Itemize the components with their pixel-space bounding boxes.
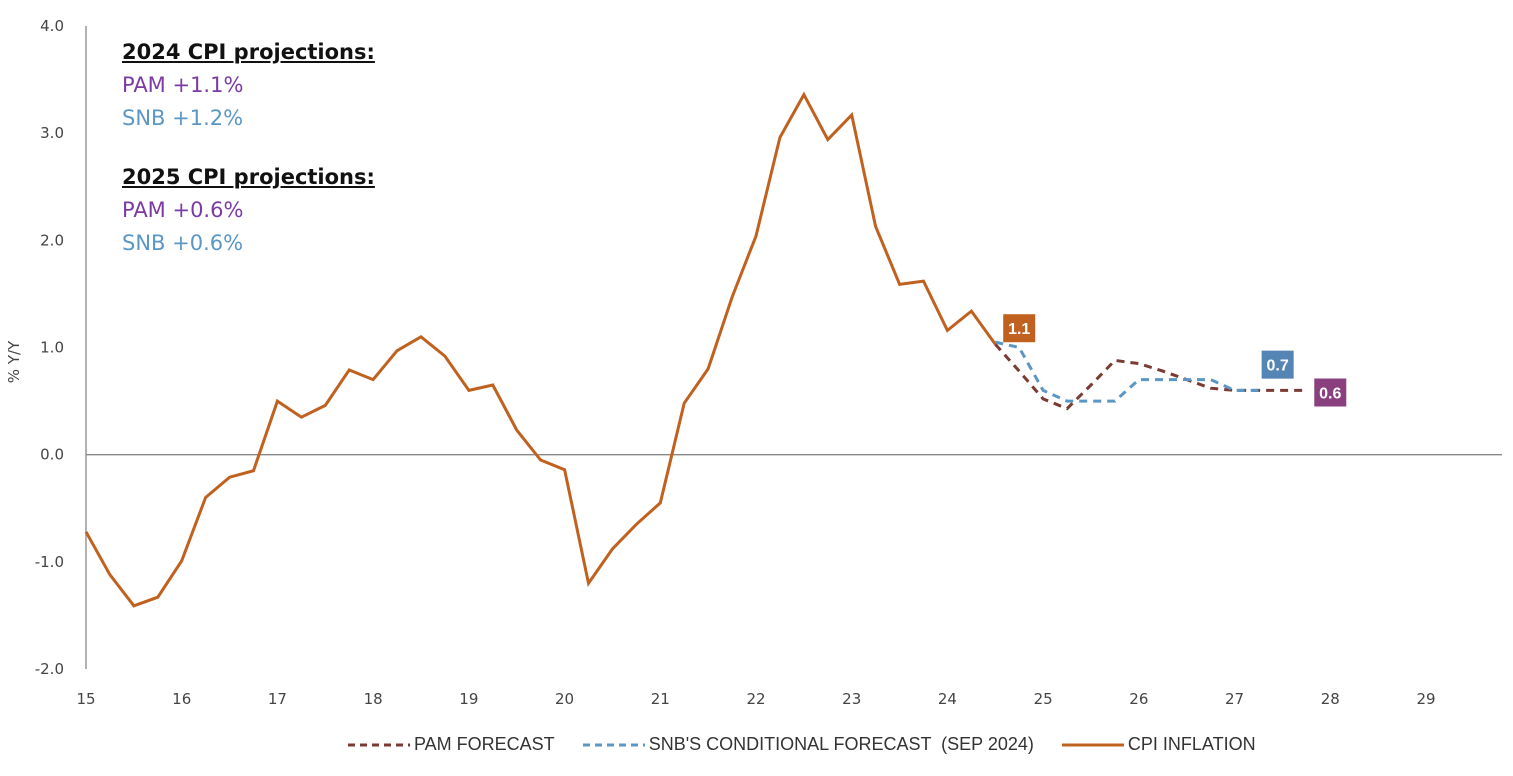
annotation-2024-snb: SNB +1.2% (122, 106, 244, 130)
y-tick-label: 2.0 (40, 231, 64, 249)
y-tick-label: 3.0 (40, 124, 64, 142)
annotation-2025-header: 2025 CPI projections: (122, 165, 375, 189)
x-tick-label: 25 (1034, 690, 1053, 708)
legend-item-snb-forecast: SNB'S CONDITIONAL FORECAST (SEP 2024) (582, 734, 1034, 755)
y-tick-label: -1.0 (35, 553, 64, 571)
data-label-box (1314, 378, 1347, 407)
y-tick-label: 1.0 (40, 339, 64, 357)
data-label: 0.7 (1261, 350, 1294, 379)
x-tick-label: 23 (842, 690, 861, 708)
legend-label-snb-forecast: SNB'S CONDITIONAL FORECAST (SEP 2024) (648, 734, 1034, 754)
data-label-box (1261, 350, 1294, 379)
x-tick-label: 27 (1225, 690, 1244, 708)
legend-item-cpi-inflation: CPI INFLATION (1061, 734, 1256, 755)
data-labels: 1.1 0.7 0.6 (1003, 314, 1347, 407)
x-tick-labels: 15 16 17 18 19 20 21 22 23 24 25 26 27 28 29 (76, 690, 1435, 708)
legend-swatch-cpi-inflation (1061, 743, 1124, 746)
annotation-2024-header: 2024 CPI projections: (122, 40, 375, 64)
legend: PAM FORECAST SNB'S CONDITIONAL FORECAST … (348, 734, 1284, 755)
data-label-box (1003, 314, 1036, 343)
y-tick-label: 4.0 (40, 17, 64, 35)
x-tick-label: 18 (364, 690, 383, 708)
annotation-2024: 2024 CPI projections: PAM +1.1% SNB +1.2… (122, 36, 375, 135)
annotation-2024-pam: PAM +1.1% (122, 73, 244, 97)
x-tick-label: 29 (1416, 690, 1435, 708)
y-tick-label: -2.0 (35, 660, 64, 678)
data-label-text: 0.7 (1267, 358, 1289, 375)
x-tick-label: 20 (555, 690, 574, 708)
data-label: 0.6 (1314, 378, 1347, 407)
x-tick-label: 16 (172, 690, 191, 708)
x-tick-label: 22 (746, 690, 765, 708)
x-tick-label: 19 (459, 690, 478, 708)
x-tick-label: 28 (1321, 690, 1340, 708)
legend-swatch-snb-forecast (582, 743, 645, 746)
annotation-2025: 2025 CPI projections: PAM +0.6% SNB +0.6… (122, 161, 375, 260)
legend-label-pam-forecast: PAM FORECAST (414, 734, 555, 754)
series-line-pam-forecast (994, 343, 1307, 411)
legend-item-pam-forecast: PAM FORECAST (348, 734, 555, 755)
y-tick-labels: 4.0 3.0 2.0 1.0 0.0 -1.0 -2.0 (35, 17, 64, 678)
series-line-cpi-inflation (84, 91, 997, 608)
annotation-2025-pam: PAM +0.6% (122, 198, 244, 222)
series-line-snb-s-conditional-forecast-sep-2024 (994, 340, 1259, 403)
legend-swatch-pam-forecast (348, 743, 410, 746)
x-tick-label: 21 (651, 690, 670, 708)
y-axis-label: % Y/Y (5, 340, 23, 383)
data-label-text: 1.1 (1008, 321, 1030, 338)
annotation-2025-snb: SNB +0.6% (122, 231, 244, 255)
x-tick-label: 17 (268, 690, 287, 708)
y-tick-label: 0.0 (40, 446, 64, 464)
axes (85, 26, 1502, 669)
x-tick-label: 24 (938, 690, 957, 708)
data-label-text: 0.6 (1319, 386, 1341, 403)
legend-label-cpi-inflation: CPI INFLATION (1127, 734, 1256, 754)
data-label: 1.1 (1003, 314, 1036, 343)
series-group (84, 91, 1307, 608)
x-tick-label: 15 (76, 690, 95, 708)
x-tick-label: 26 (1129, 690, 1148, 708)
